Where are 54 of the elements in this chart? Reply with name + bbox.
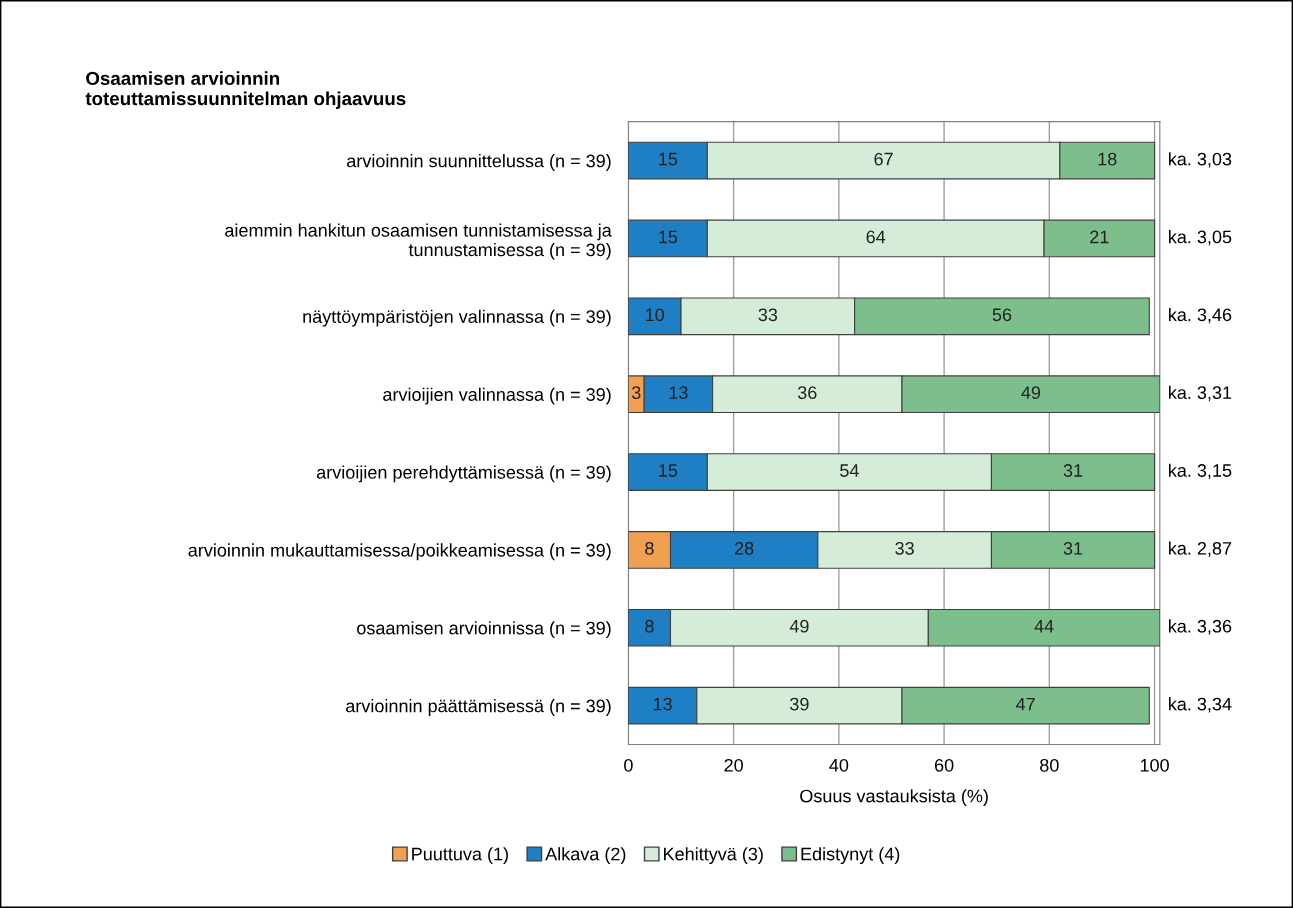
y-tick-label: aiemmin hankitun osaamisen tunnistamisessa ja tunnustamisessa (n = 39) — [225, 223, 612, 260]
x-tick-label: 20 — [724, 758, 743, 772]
data-label: 21 — [1090, 230, 1109, 244]
x-tick-label: 80 — [1040, 758, 1059, 772]
data-label: 15 — [659, 230, 678, 244]
data-label: 33 — [758, 308, 778, 322]
data-label: 54 — [840, 464, 859, 477]
y-tick-label: arvioijien valinnassa (n = 39) — [383, 387, 611, 405]
data-label: 8 — [645, 619, 654, 633]
data-label: 47 — [1016, 697, 1035, 711]
text: ka. 3,31 — [1169, 385, 1232, 402]
data-label: 31 — [1063, 541, 1083, 555]
data-label: 36 — [797, 386, 817, 400]
y-tick-label: arvioijien perehdyttämisessä (n = 39) — [316, 465, 611, 483]
data-label: 10 — [646, 308, 665, 322]
text: ka. 3,15 — [1169, 463, 1232, 480]
data-label: 49 — [789, 619, 809, 633]
text: ka. 3,03 — [1169, 152, 1232, 168]
data-label: 28 — [735, 541, 754, 555]
x-axis-title: Osuus vastauksista (%) — [800, 789, 988, 806]
y-tick-label: arvioinnin mukauttamisessa/poikkeamisessa (n = 39) — [188, 543, 611, 561]
data-label: 39 — [790, 697, 809, 711]
y-tick-label: arvioinnin päättämisessä (n = 39) — [346, 699, 611, 716]
data-label: 8 — [645, 541, 654, 555]
legend-label: Alkava (2) — [545, 847, 626, 864]
data-label: 3 — [631, 386, 641, 400]
legend-label: Kehittyvä (3) — [664, 847, 763, 864]
y-tick-label: näyttöympäristöjen valinnassa (n = 39) — [303, 309, 611, 327]
x-tick-label: 0 — [624, 758, 633, 772]
data-label: 13 — [653, 697, 672, 711]
x-tick-label: 60 — [934, 758, 954, 772]
data-label: 67 — [874, 152, 893, 166]
text: Osaamisen arvioinnin toteuttamissuunnitelman ohjaavuus — [85, 71, 406, 109]
legend-label: Puuttuva (1) — [412, 847, 508, 864]
data-label: 33 — [895, 541, 914, 555]
text: ka. 3,34 — [1169, 697, 1232, 713]
text: ka. 2,87 — [1169, 541, 1232, 557]
data-label: 13 — [669, 386, 688, 400]
y-tick-label: osaamisen arvioinnissa (n = 39) — [357, 621, 611, 639]
data-label: 15 — [659, 464, 678, 477]
legend-label: Edistynyt (4) — [801, 847, 900, 864]
y-tick-label: arvioinnin suunnittelussa (n = 39) — [347, 154, 611, 171]
data-label: 44 — [1034, 620, 1054, 633]
data-label: 18 — [1098, 152, 1117, 166]
text: ka. 3,36 — [1169, 619, 1232, 635]
text: ka. 3,46 — [1169, 307, 1232, 324]
data-label: 49 — [1021, 386, 1041, 400]
x-tick-label: 100 — [1140, 758, 1169, 772]
x-tick-label: 40 — [829, 758, 849, 772]
data-label: 64 — [866, 230, 886, 244]
data-label: 31 — [1063, 464, 1083, 477]
text: ka. 3,05 — [1169, 230, 1232, 246]
data-label: 15 — [659, 152, 678, 166]
data-label: 56 — [992, 308, 1012, 322]
